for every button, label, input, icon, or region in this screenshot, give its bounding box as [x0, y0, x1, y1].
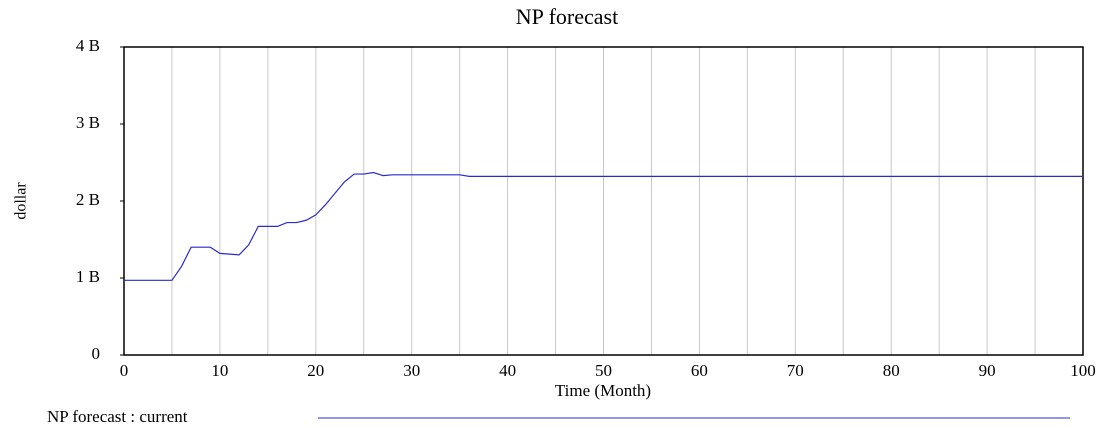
- data-line: [124, 171, 1083, 281]
- x-tick-label: 10: [211, 361, 228, 380]
- x-tick-label: 60: [691, 361, 708, 380]
- x-tick-label: 80: [883, 361, 900, 380]
- y-axis-label: dollar: [13, 182, 30, 220]
- x-tick-label: 70: [787, 361, 804, 380]
- y-tick-label: 0: [92, 344, 101, 363]
- x-tick-label: 20: [307, 361, 324, 380]
- y-tick-label: 1 B: [76, 267, 100, 286]
- x-tick-label: 0: [120, 361, 129, 380]
- x-tick-label: 50: [595, 361, 612, 380]
- legend-label: NP forecast : current: [47, 407, 188, 426]
- y-tick-label: 2 B: [76, 190, 100, 209]
- x-tick-label: 90: [979, 361, 996, 380]
- x-tick-label: 40: [499, 361, 516, 380]
- chart-title: NP forecast: [516, 4, 618, 29]
- x-axis-label: Time (Month): [555, 381, 651, 400]
- y-tick-label: 4 B: [76, 36, 100, 55]
- x-tick-label: 30: [403, 361, 420, 380]
- x-tick-label: 100: [1070, 361, 1096, 380]
- plot-frame: [123, 46, 1084, 356]
- y-tick-label: 3 B: [76, 113, 100, 132]
